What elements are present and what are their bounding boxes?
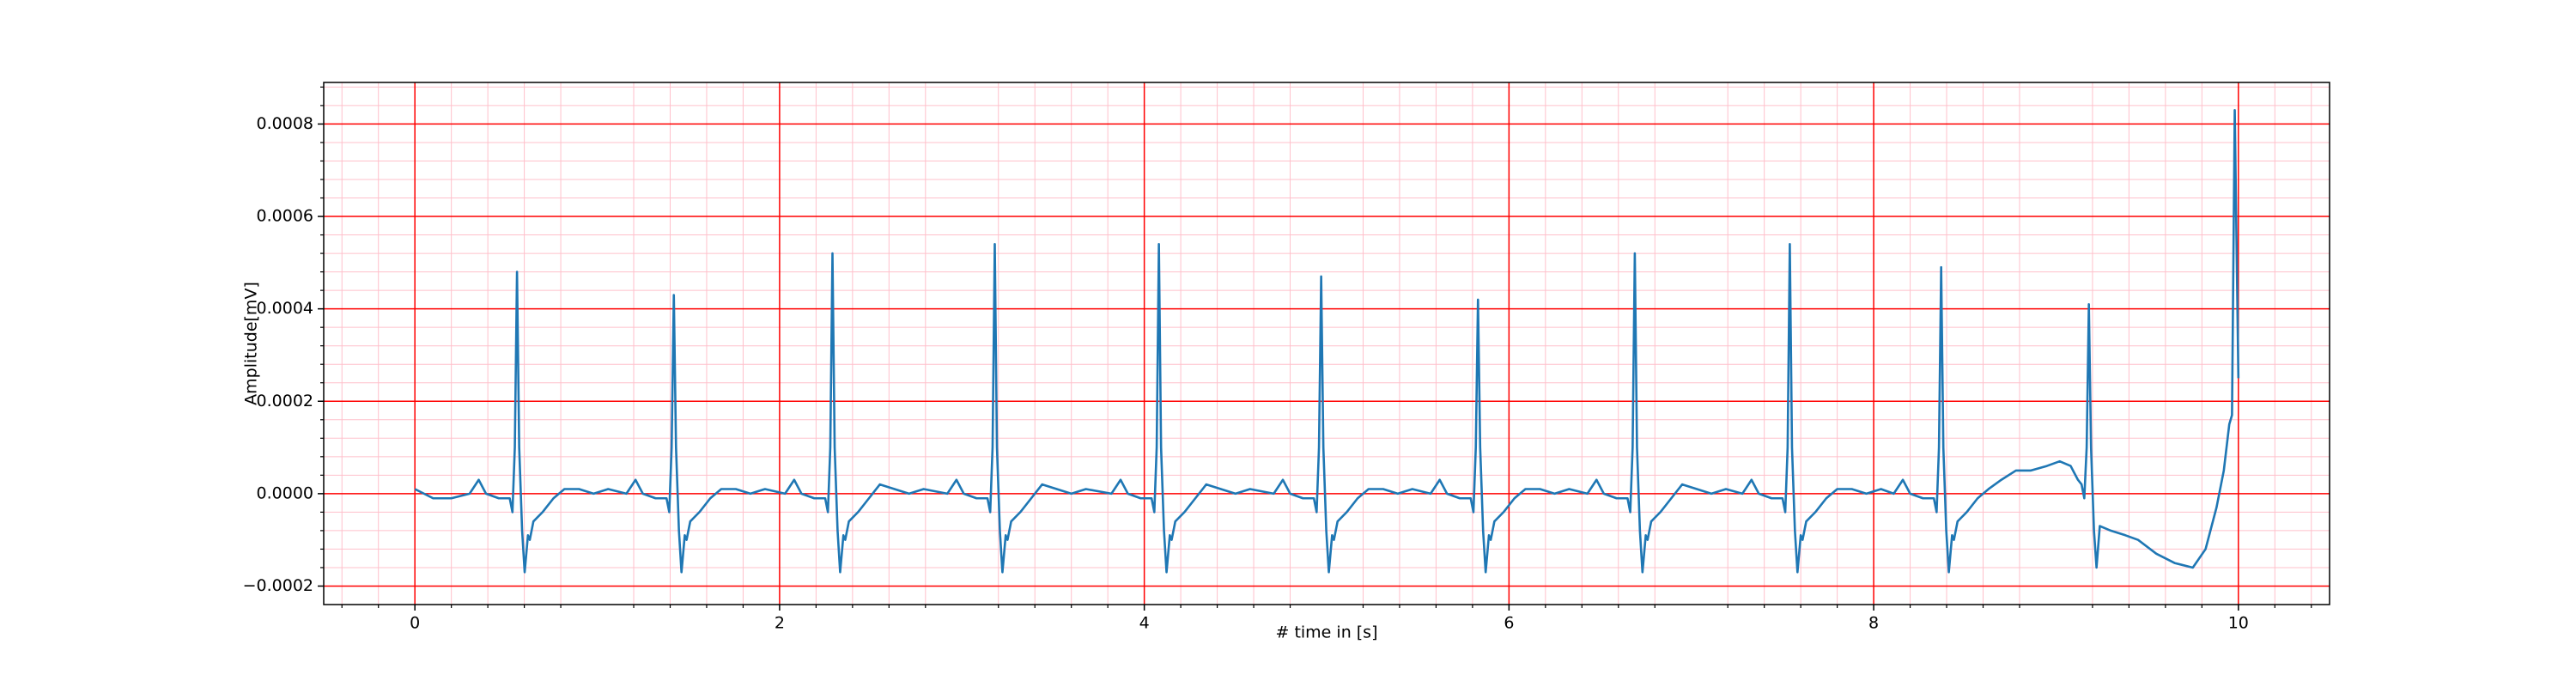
x-tick-label: 0 bbox=[410, 614, 420, 633]
x-tick-label: 10 bbox=[2228, 614, 2249, 633]
y-tick-label: 0.0000 bbox=[257, 483, 313, 502]
y-tick-label: 0.0008 bbox=[257, 114, 313, 133]
x-tick-label: 6 bbox=[1504, 614, 1514, 633]
x-axis-label: # time in [s] bbox=[1275, 623, 1377, 642]
x-tick-label: 4 bbox=[1139, 614, 1150, 633]
y-axis-label: Amplitude[mV] bbox=[242, 282, 261, 405]
x-tick-label: 8 bbox=[1868, 614, 1879, 633]
ecg-line bbox=[414, 108, 2240, 574]
x-tick-label: 2 bbox=[775, 614, 785, 633]
y-tick-label: 0.0002 bbox=[257, 392, 313, 410]
y-tick-label: −0.0002 bbox=[243, 576, 313, 595]
y-tick-label: 0.0006 bbox=[257, 207, 313, 226]
plot-frame bbox=[323, 82, 2330, 605]
y-tick-label: 0.0004 bbox=[257, 299, 313, 318]
